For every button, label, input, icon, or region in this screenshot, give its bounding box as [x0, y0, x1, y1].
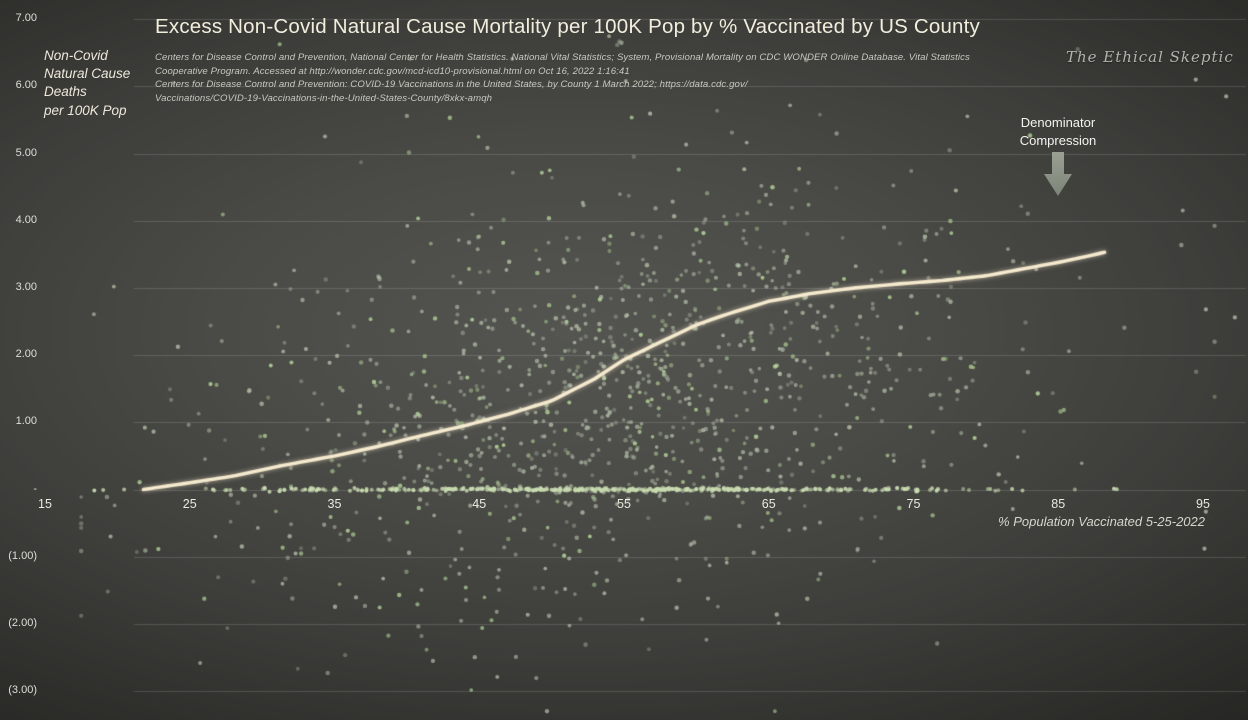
x-tick-label: 55	[617, 497, 631, 511]
y-tick-label: 2.00	[15, 348, 37, 361]
y-tick-label: (3.00)	[8, 684, 37, 697]
citation-line-4: Vaccinations/COVID-19-Vaccinations-in-th…	[155, 92, 493, 104]
x-axis-title: % Population Vaccinated 5-25-2022	[998, 514, 1205, 529]
y-tick-label: 4.00	[15, 213, 37, 226]
annotation-line: Compression	[1019, 132, 1097, 148]
citation-line-1: Centers for Disease Control and Preventi…	[155, 52, 970, 63]
y-tick-label: (1.00)	[8, 549, 37, 562]
watermark: The Ethical Skeptic	[1066, 48, 1234, 66]
y-axis-title-line: Deaths	[44, 84, 87, 100]
citation-line-2: Cooperative Program. Accessed at http://…	[155, 65, 630, 77]
x-tick-label: 65	[761, 497, 776, 511]
annotation-line: Denominator	[1020, 115, 1096, 130]
y-tick-label: 7.00	[15, 12, 37, 25]
x-tick-label: 85	[1051, 497, 1066, 511]
citation-line-3: Centers for Disease Control and Preventi…	[155, 79, 748, 90]
down-block-arrow-icon	[1044, 152, 1072, 196]
y-tick-label: 1.00	[15, 415, 37, 428]
y-axis-title-line: per 100K Pop	[44, 102, 127, 118]
y-axis-title-line: Non-Covid	[44, 48, 108, 63]
x-tick-label: 75	[906, 497, 921, 511]
x-tick-label: 35	[327, 497, 342, 511]
x-tick-label: 15	[38, 497, 52, 511]
y-tick-label: -	[33, 482, 37, 495]
x-tick-label: 45	[472, 497, 487, 511]
x-tick-label: 25	[182, 497, 197, 511]
y-axis-title-line: Natural Cause	[44, 66, 131, 82]
denominator-compression-annotation: Denominator Compression	[1006, 114, 1110, 149]
x-tick-label: 95	[1196, 497, 1210, 511]
y-tick-label: 3.00	[15, 280, 37, 293]
y-tick-label: 5.00	[15, 146, 37, 159]
page-title: Excess Non-Covid Natural Cause Mortality…	[155, 15, 981, 38]
y-axis-title: Non-Covid Natural Cause Deaths per 100K …	[44, 47, 130, 120]
y-tick-label: (2.00)	[8, 616, 37, 629]
y-tick-label: 6.00	[15, 79, 37, 92]
